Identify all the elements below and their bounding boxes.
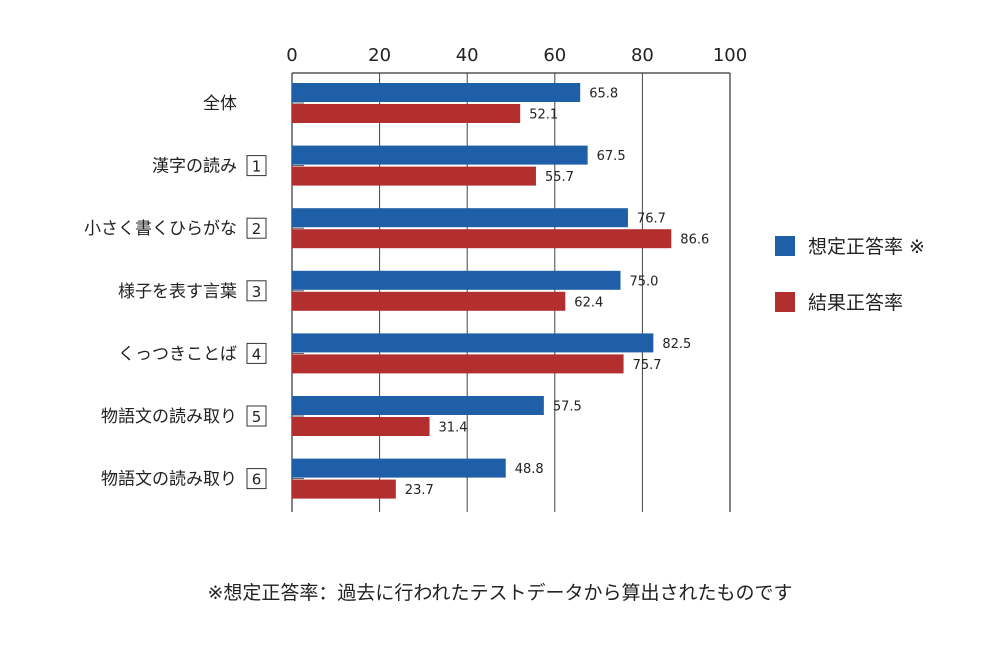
bar-expected <box>292 270 621 290</box>
category-number-box <box>246 468 267 490</box>
category-number-box <box>246 405 267 427</box>
bar-value-label: 55.7 <box>545 170 574 185</box>
x-tick-label: 40 <box>456 45 479 66</box>
x-tick-label: 60 <box>543 45 566 66</box>
bar-value-label: 62.4 <box>574 295 603 310</box>
legend-swatch-expected <box>775 236 795 256</box>
bar-value-label: 75.0 <box>630 274 659 289</box>
x-tick-label: 80 <box>631 45 654 66</box>
bar-value-label: 31.4 <box>439 421 468 436</box>
bar-value-label: 57.5 <box>553 400 582 415</box>
legend-label: 想定正答率 ※ <box>808 236 925 258</box>
bar-value-label: 67.5 <box>597 149 626 164</box>
legend: 想定正答率 ※ 結果正答率 <box>775 236 925 314</box>
bar-value-label: 52.1 <box>529 108 558 123</box>
bar-actual <box>292 354 624 374</box>
bar-value-label: 86.6 <box>680 233 709 248</box>
bar-expected <box>292 458 506 478</box>
bar-expected <box>292 333 654 353</box>
category-number-box <box>246 217 267 239</box>
category-number-box <box>246 342 267 364</box>
category-number: 6 <box>252 471 262 489</box>
bar-actual <box>292 104 521 123</box>
bar-value-label: 75.7 <box>633 358 662 373</box>
legend-swatch-actual <box>775 292 795 312</box>
bar-expected <box>292 145 588 165</box>
category-number: 2 <box>252 220 262 238</box>
x-axis-ticks: 0 20 40 60 80 100 <box>286 45 747 66</box>
x-tick-label: 100 <box>713 45 747 66</box>
category-number: 4 <box>252 345 262 363</box>
category-number: 1 <box>252 158 262 176</box>
category-number: 5 <box>252 408 262 426</box>
x-tick-label: 0 <box>286 45 297 66</box>
category-label: 漢字の読み <box>152 157 237 177</box>
bar-actual <box>292 479 396 499</box>
bar-value-label: 82.5 <box>662 337 691 352</box>
bar-value-label: 23.7 <box>405 483 434 498</box>
category-number-box <box>246 280 267 302</box>
bar-expected <box>292 396 544 415</box>
bar-expected <box>292 83 581 102</box>
category-label: くっつきことば <box>118 344 237 364</box>
bar-actual <box>292 291 566 311</box>
bar-actual <box>292 229 672 249</box>
category-label: 物語文の読み取り <box>101 470 237 490</box>
category-number-box <box>246 155 267 177</box>
legend-label: 結果正答率 <box>808 292 903 314</box>
category-label: 全体 <box>203 94 237 114</box>
category-label: 物語文の読み取り <box>101 407 237 427</box>
category-number: 3 <box>252 283 262 301</box>
bar-actual <box>292 417 430 436</box>
bar-chart: 0 20 40 60 80 100 65.8 52.1 67.5 55.7 76.7 86.6 75.… <box>84 45 925 512</box>
bar-actual <box>292 166 536 186</box>
category-label: 小さく書くひらがな <box>84 219 237 239</box>
bar-expected <box>292 208 628 228</box>
bar-value-label: 65.8 <box>589 87 618 102</box>
bar-value-label: 48.8 <box>515 462 544 477</box>
bars: 65.8 52.1 67.5 55.7 76.7 86.6 75.0 62.4 82.575.7… <box>292 83 709 499</box>
bar-value-label: 76.7 <box>637 212 666 227</box>
x-tick-label: 20 <box>368 45 391 66</box>
category-label: 様子を表す言葉 <box>118 282 237 302</box>
footnote: ※想定正答率：過去に行われたテストデータから算出されたものです <box>207 582 793 604</box>
